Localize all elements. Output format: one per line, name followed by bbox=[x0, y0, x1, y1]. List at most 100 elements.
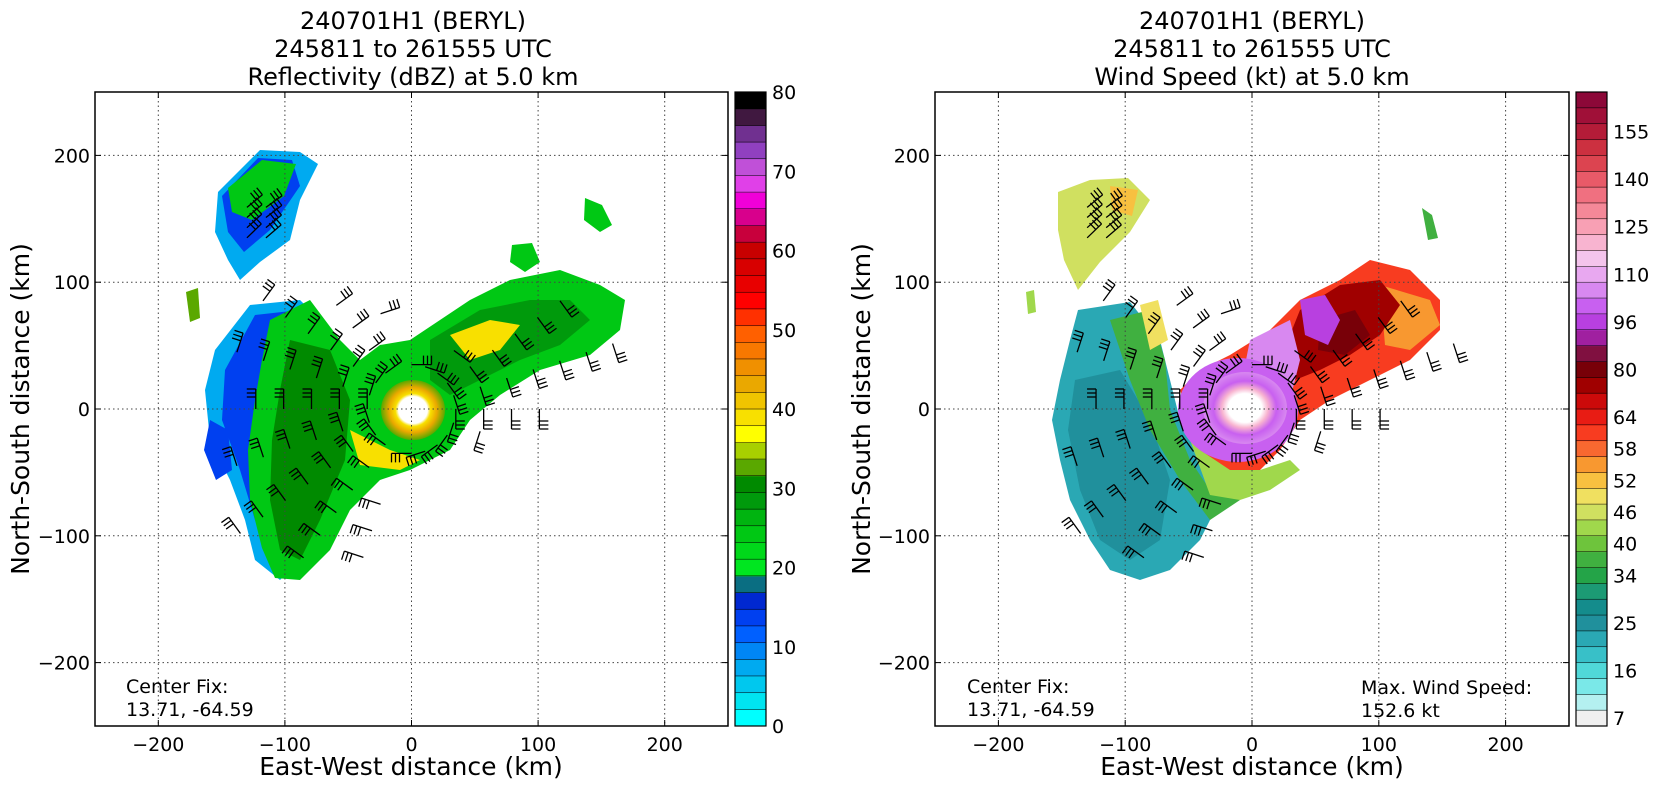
panel1-wind-barb bbox=[420, 444, 438, 465]
panel2-wind-barb bbox=[1198, 497, 1222, 510]
panel2-wind-barb bbox=[1151, 355, 1164, 379]
panel1-wind-barb bbox=[347, 455, 370, 469]
panel2-colorbar-label: 34 bbox=[1613, 565, 1637, 587]
panel2-colorbar-label: 96 bbox=[1613, 312, 1637, 334]
panel1-wind-barb bbox=[221, 446, 238, 467]
panel1-colorbar-swatch bbox=[735, 659, 766, 677]
panel2-colorbar-swatch bbox=[1576, 92, 1607, 109]
panel1-colorbar-swatch bbox=[735, 208, 766, 226]
panel1-wind-barb bbox=[314, 500, 337, 514]
panel2-title-line1: 240701H1 (BERYL) bbox=[1139, 7, 1365, 35]
panel2-colorbar-swatch bbox=[1576, 456, 1607, 473]
panel2-wind-barb bbox=[1105, 187, 1123, 208]
panel2-ytick-label: 200 bbox=[894, 145, 930, 167]
panel1-wind-barb bbox=[380, 298, 401, 315]
panel1-colorbar-swatch bbox=[735, 609, 766, 627]
panel1-xtick-label: 100 bbox=[520, 734, 556, 756]
panel1-colorbar-swatch bbox=[735, 575, 766, 594]
panel1-wind-barb bbox=[364, 372, 377, 396]
panel1-colorbar-label: 30 bbox=[772, 478, 796, 500]
panel2-wind-barb bbox=[1204, 372, 1217, 396]
panel1-wind-barb bbox=[333, 434, 354, 452]
panel2-wind-barb bbox=[1192, 344, 1206, 367]
panel1-wind-barb bbox=[390, 452, 412, 463]
panel2-wind-barb bbox=[1399, 360, 1416, 381]
panel2-colorbar-swatch bbox=[1576, 472, 1607, 489]
panel2-wind-barb bbox=[1115, 428, 1131, 449]
panel2-wind-barb bbox=[1351, 409, 1362, 430]
panel1-wind-barb bbox=[446, 422, 459, 446]
panel2-colorbar-swatch bbox=[1576, 298, 1607, 315]
panel2-title-line2: 245811 to 261555 UTC bbox=[1113, 35, 1391, 63]
panel2-wind-barb bbox=[1125, 347, 1137, 370]
panel1-wind-barb bbox=[479, 386, 496, 407]
panel1-wind-barb bbox=[368, 331, 386, 352]
panel2-colorbar-swatch bbox=[1576, 488, 1607, 505]
panel1-wind-barb bbox=[301, 420, 317, 441]
panel2-xlabel: East-West distance (km) bbox=[1100, 752, 1404, 781]
panel2-wind-barb bbox=[1142, 388, 1153, 409]
panel1-colorbar-label: 20 bbox=[772, 558, 796, 580]
panel2-title-line3: Wind Speed (kt) at 5.0 km bbox=[1094, 63, 1409, 91]
panel2-wind-barb bbox=[1293, 395, 1310, 415]
panel2-colorbar-swatch bbox=[1576, 504, 1607, 521]
panel2-xtick-label: −100 bbox=[1099, 734, 1151, 756]
panel2-wind-barb bbox=[1203, 432, 1227, 446]
panel2-colorbar-label: 7 bbox=[1613, 708, 1625, 730]
panel1-wind-barb bbox=[491, 349, 512, 367]
panel1-wind-barb bbox=[246, 388, 257, 409]
panel2-wind-barb bbox=[1181, 550, 1205, 563]
panel2-colorbar-label: 110 bbox=[1613, 264, 1649, 286]
panel2-wind-barb bbox=[1098, 338, 1111, 362]
panel2-xtick-label: −200 bbox=[972, 734, 1024, 756]
main-band-dark bbox=[270, 340, 350, 560]
panel2-wind-barb bbox=[1287, 422, 1300, 446]
panel1-wind-barb bbox=[281, 545, 304, 559]
panel1-wind-barb bbox=[340, 550, 364, 563]
panel2-wind-barb bbox=[1106, 483, 1127, 502]
panel1-wind-barb bbox=[335, 285, 354, 306]
panel1-wind-barb bbox=[424, 361, 448, 374]
panel1-colorbar-swatch bbox=[735, 308, 766, 327]
panel2-ticks: −200 −100 0 100 200 −200 −100 0 100 200 bbox=[878, 92, 1569, 756]
panel2-colorbar-label: 40 bbox=[1613, 534, 1637, 556]
panel1-wind-barb bbox=[288, 467, 309, 485]
panel2-colorbar-swatch bbox=[1576, 710, 1607, 727]
panel2-colorbar-label: 16 bbox=[1613, 661, 1637, 683]
panel1-colorbar-swatch bbox=[735, 292, 766, 310]
panel1-colorbar-swatch bbox=[735, 475, 766, 493]
panel1-wind-barb bbox=[311, 451, 332, 469]
panel2-wind-barb bbox=[1187, 455, 1210, 469]
panel2-wind-barb bbox=[1277, 372, 1301, 386]
panel2-colorbar-label: 64 bbox=[1613, 407, 1637, 429]
panel1-wind-barb bbox=[302, 388, 313, 409]
panel2-wind-barb bbox=[1192, 308, 1210, 329]
panel1-ytick-label: 200 bbox=[54, 145, 90, 167]
panel1-wind-barb bbox=[307, 311, 321, 335]
panel2-center-fix-value: 13.71, -64.59 bbox=[967, 699, 1095, 721]
north-cell bbox=[510, 243, 540, 272]
panel2-colorbar-label: 125 bbox=[1613, 217, 1649, 239]
panel1-wind-barb bbox=[536, 316, 557, 335]
panel2-colorbar-swatch bbox=[1576, 615, 1607, 632]
panel1-ylabel: North-South distance (km) bbox=[6, 243, 35, 575]
panel1-colorbar-swatch bbox=[735, 142, 766, 160]
panel2-colorbar-swatch bbox=[1576, 409, 1607, 426]
panel1-wind-barb bbox=[483, 409, 493, 430]
panel1-wind-barb bbox=[266, 483, 287, 502]
panel2-wind-barb bbox=[1196, 418, 1217, 436]
panel2-wind-barb bbox=[1176, 285, 1194, 306]
panel1-ytick-label: 100 bbox=[54, 272, 90, 294]
panel1-wind-barb bbox=[231, 329, 244, 353]
panel2-wind-barb bbox=[1320, 386, 1336, 407]
panel1-wind-barb bbox=[356, 418, 377, 436]
panel2-colorbar-swatch bbox=[1576, 694, 1607, 711]
panel2-colorbar-swatch bbox=[1576, 440, 1607, 458]
panel2-colorbar: 7 16 25 34 40 46 52 58 64 80 96 110 125 140 155 bbox=[1575, 91, 1649, 730]
panel1-colorbar-swatch bbox=[735, 509, 766, 527]
ws-west-small bbox=[1026, 290, 1036, 314]
panel1-wind-barb bbox=[284, 347, 297, 370]
panel2-colorbar-swatch bbox=[1576, 393, 1607, 410]
panel1-wind-barb bbox=[585, 351, 602, 372]
